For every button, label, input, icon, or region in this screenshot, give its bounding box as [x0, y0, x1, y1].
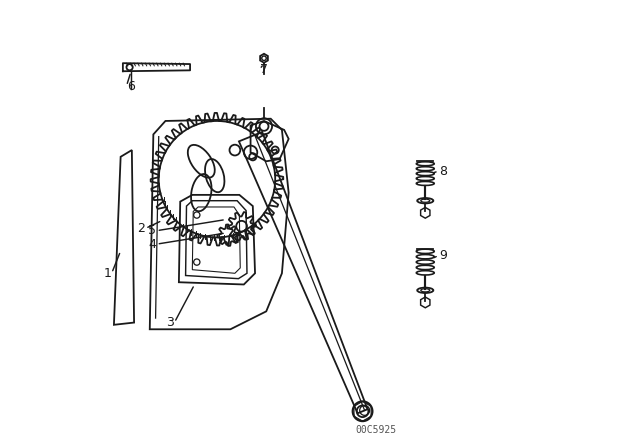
Text: 00C5925: 00C5925 — [356, 425, 397, 435]
Text: 9: 9 — [439, 249, 447, 262]
Text: 6: 6 — [127, 79, 135, 93]
Text: 2: 2 — [137, 222, 145, 235]
Text: 1: 1 — [103, 267, 111, 280]
Text: 4: 4 — [148, 237, 156, 251]
Text: 5: 5 — [148, 224, 156, 237]
Text: 8: 8 — [439, 164, 447, 178]
Text: 7: 7 — [260, 63, 268, 76]
Text: 3: 3 — [166, 316, 174, 329]
